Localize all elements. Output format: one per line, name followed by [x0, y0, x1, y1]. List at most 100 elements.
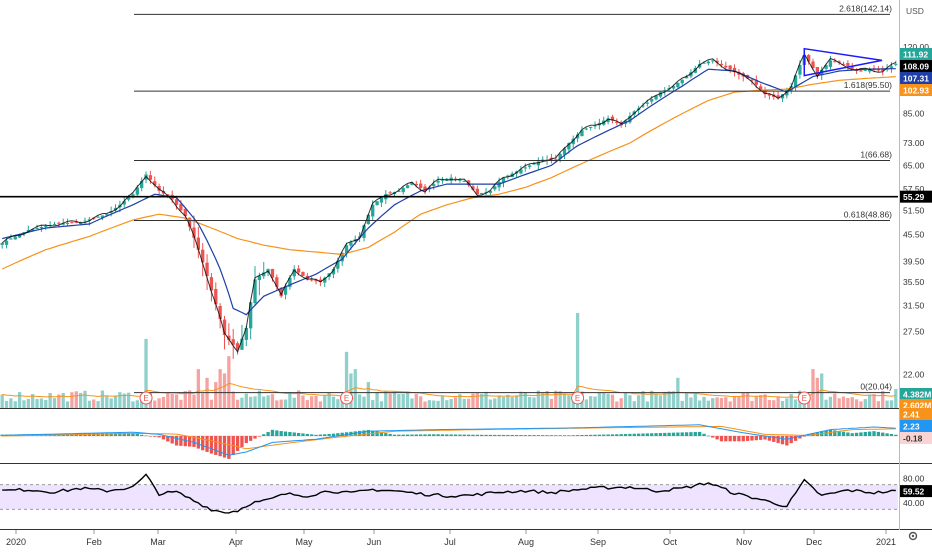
macd-histogram-bar — [697, 431, 702, 436]
time-axis-label: Nov — [736, 537, 753, 547]
price-badge-bg — [900, 60, 932, 72]
candle — [453, 178, 458, 180]
macd-histogram-bar — [575, 435, 580, 436]
volume-bar — [868, 394, 872, 408]
volume-bar — [654, 394, 658, 408]
volume-bar — [636, 395, 641, 408]
volume-bar — [597, 392, 602, 408]
time-axis-label: Jun — [367, 537, 382, 547]
macd-histogram-bar — [868, 431, 872, 436]
earnings-marker-icon[interactable] — [340, 391, 354, 405]
volume-bar — [584, 399, 588, 408]
volume-bar — [684, 393, 689, 408]
macd-histogram-bar — [296, 432, 301, 436]
macd-histogram-bar — [854, 432, 859, 436]
candle — [488, 190, 493, 193]
macd-histogram-bar — [894, 434, 898, 436]
candle — [231, 339, 235, 345]
macd-histogram-bar — [288, 432, 292, 436]
macd-histogram-bar — [571, 435, 575, 436]
candle — [336, 260, 340, 269]
volume-bar — [715, 397, 719, 408]
price-badge-bg — [900, 190, 932, 203]
volume-bar — [113, 395, 118, 408]
price-badge-label: 108.09 — [903, 62, 929, 72]
candle — [39, 226, 44, 228]
price-badge: 4.382M — [900, 388, 932, 400]
volume-bar — [144, 338, 148, 408]
price-badge-label: 107.31 — [903, 74, 929, 84]
earnings-marker-label: E — [802, 394, 807, 403]
macd-histogram-bar — [235, 436, 240, 451]
price-badge-label: 102.93 — [903, 86, 929, 96]
price-badge-bg — [900, 420, 932, 432]
price-badge-bg — [900, 388, 932, 400]
candle — [462, 180, 466, 182]
price-badge-label: 2.41 — [903, 410, 920, 420]
candle — [711, 60, 715, 62]
volume-bar — [349, 373, 353, 408]
volume-bar — [100, 390, 105, 408]
volume-bar — [741, 392, 745, 408]
macd-histogram-bar — [628, 433, 632, 436]
candle — [606, 118, 610, 123]
volume-bar — [118, 392, 122, 408]
price-axis-tick: 22.00 — [903, 370, 925, 380]
volume-bar — [375, 392, 379, 408]
volume-bar — [35, 399, 39, 408]
candle — [244, 327, 248, 340]
macd-histogram-bar — [183, 436, 187, 447]
volume-bar — [445, 400, 449, 408]
macd-histogram-bar — [549, 435, 554, 436]
volume-bar — [732, 397, 737, 408]
candle — [0, 242, 4, 245]
earnings-marker-icon[interactable] — [139, 391, 153, 405]
volume-bar — [253, 396, 257, 408]
volume-bar — [828, 396, 833, 408]
volume-bar — [231, 391, 235, 408]
earnings-marker-icon[interactable] — [797, 391, 811, 405]
candle — [157, 185, 161, 191]
volume-bar — [724, 397, 728, 408]
volume-bar — [331, 396, 336, 408]
earnings-marker-icon[interactable] — [571, 391, 585, 405]
macd-histogram-bar — [113, 433, 118, 436]
macd-histogram-bar — [536, 435, 541, 436]
volume-bar — [397, 394, 401, 408]
candle — [196, 237, 201, 250]
macd-histogram-bar — [275, 430, 279, 436]
macd-histogram-bar — [174, 436, 179, 446]
macd-histogram-bar — [427, 434, 432, 436]
settings-gear-icon[interactable] — [908, 531, 918, 541]
fib-level-label: 0(20.04) — [860, 382, 892, 392]
macd-histogram-bar — [745, 436, 750, 441]
volume-bar — [187, 390, 192, 408]
volume-bar — [728, 401, 732, 408]
volume-ma-line — [2, 382, 896, 398]
macd-histogram-bar — [558, 435, 562, 436]
macd-histogram-bar — [881, 432, 885, 436]
volume-bar — [266, 395, 270, 408]
candle — [567, 143, 571, 150]
macd-histogram-bar — [711, 436, 715, 438]
volume-bar — [83, 390, 87, 408]
volume-bar — [466, 398, 471, 408]
volume-bar — [754, 396, 758, 408]
volume-bar — [170, 393, 174, 408]
volume-bar — [671, 391, 676, 408]
time-axis-label: 2021 — [876, 537, 896, 547]
macd-histogram-bar — [218, 436, 222, 457]
triangle-pattern[interactable] — [803, 47, 883, 77]
candle — [375, 201, 379, 206]
volume-bar — [693, 393, 697, 408]
macd-histogram-bar — [506, 434, 510, 436]
macd-histogram-bar — [453, 434, 458, 436]
volume-bar — [78, 392, 83, 408]
volume-bar — [850, 397, 854, 408]
volume-bar — [750, 400, 754, 408]
volume-bar — [645, 401, 650, 408]
candle — [292, 269, 296, 277]
candle — [732, 67, 737, 73]
